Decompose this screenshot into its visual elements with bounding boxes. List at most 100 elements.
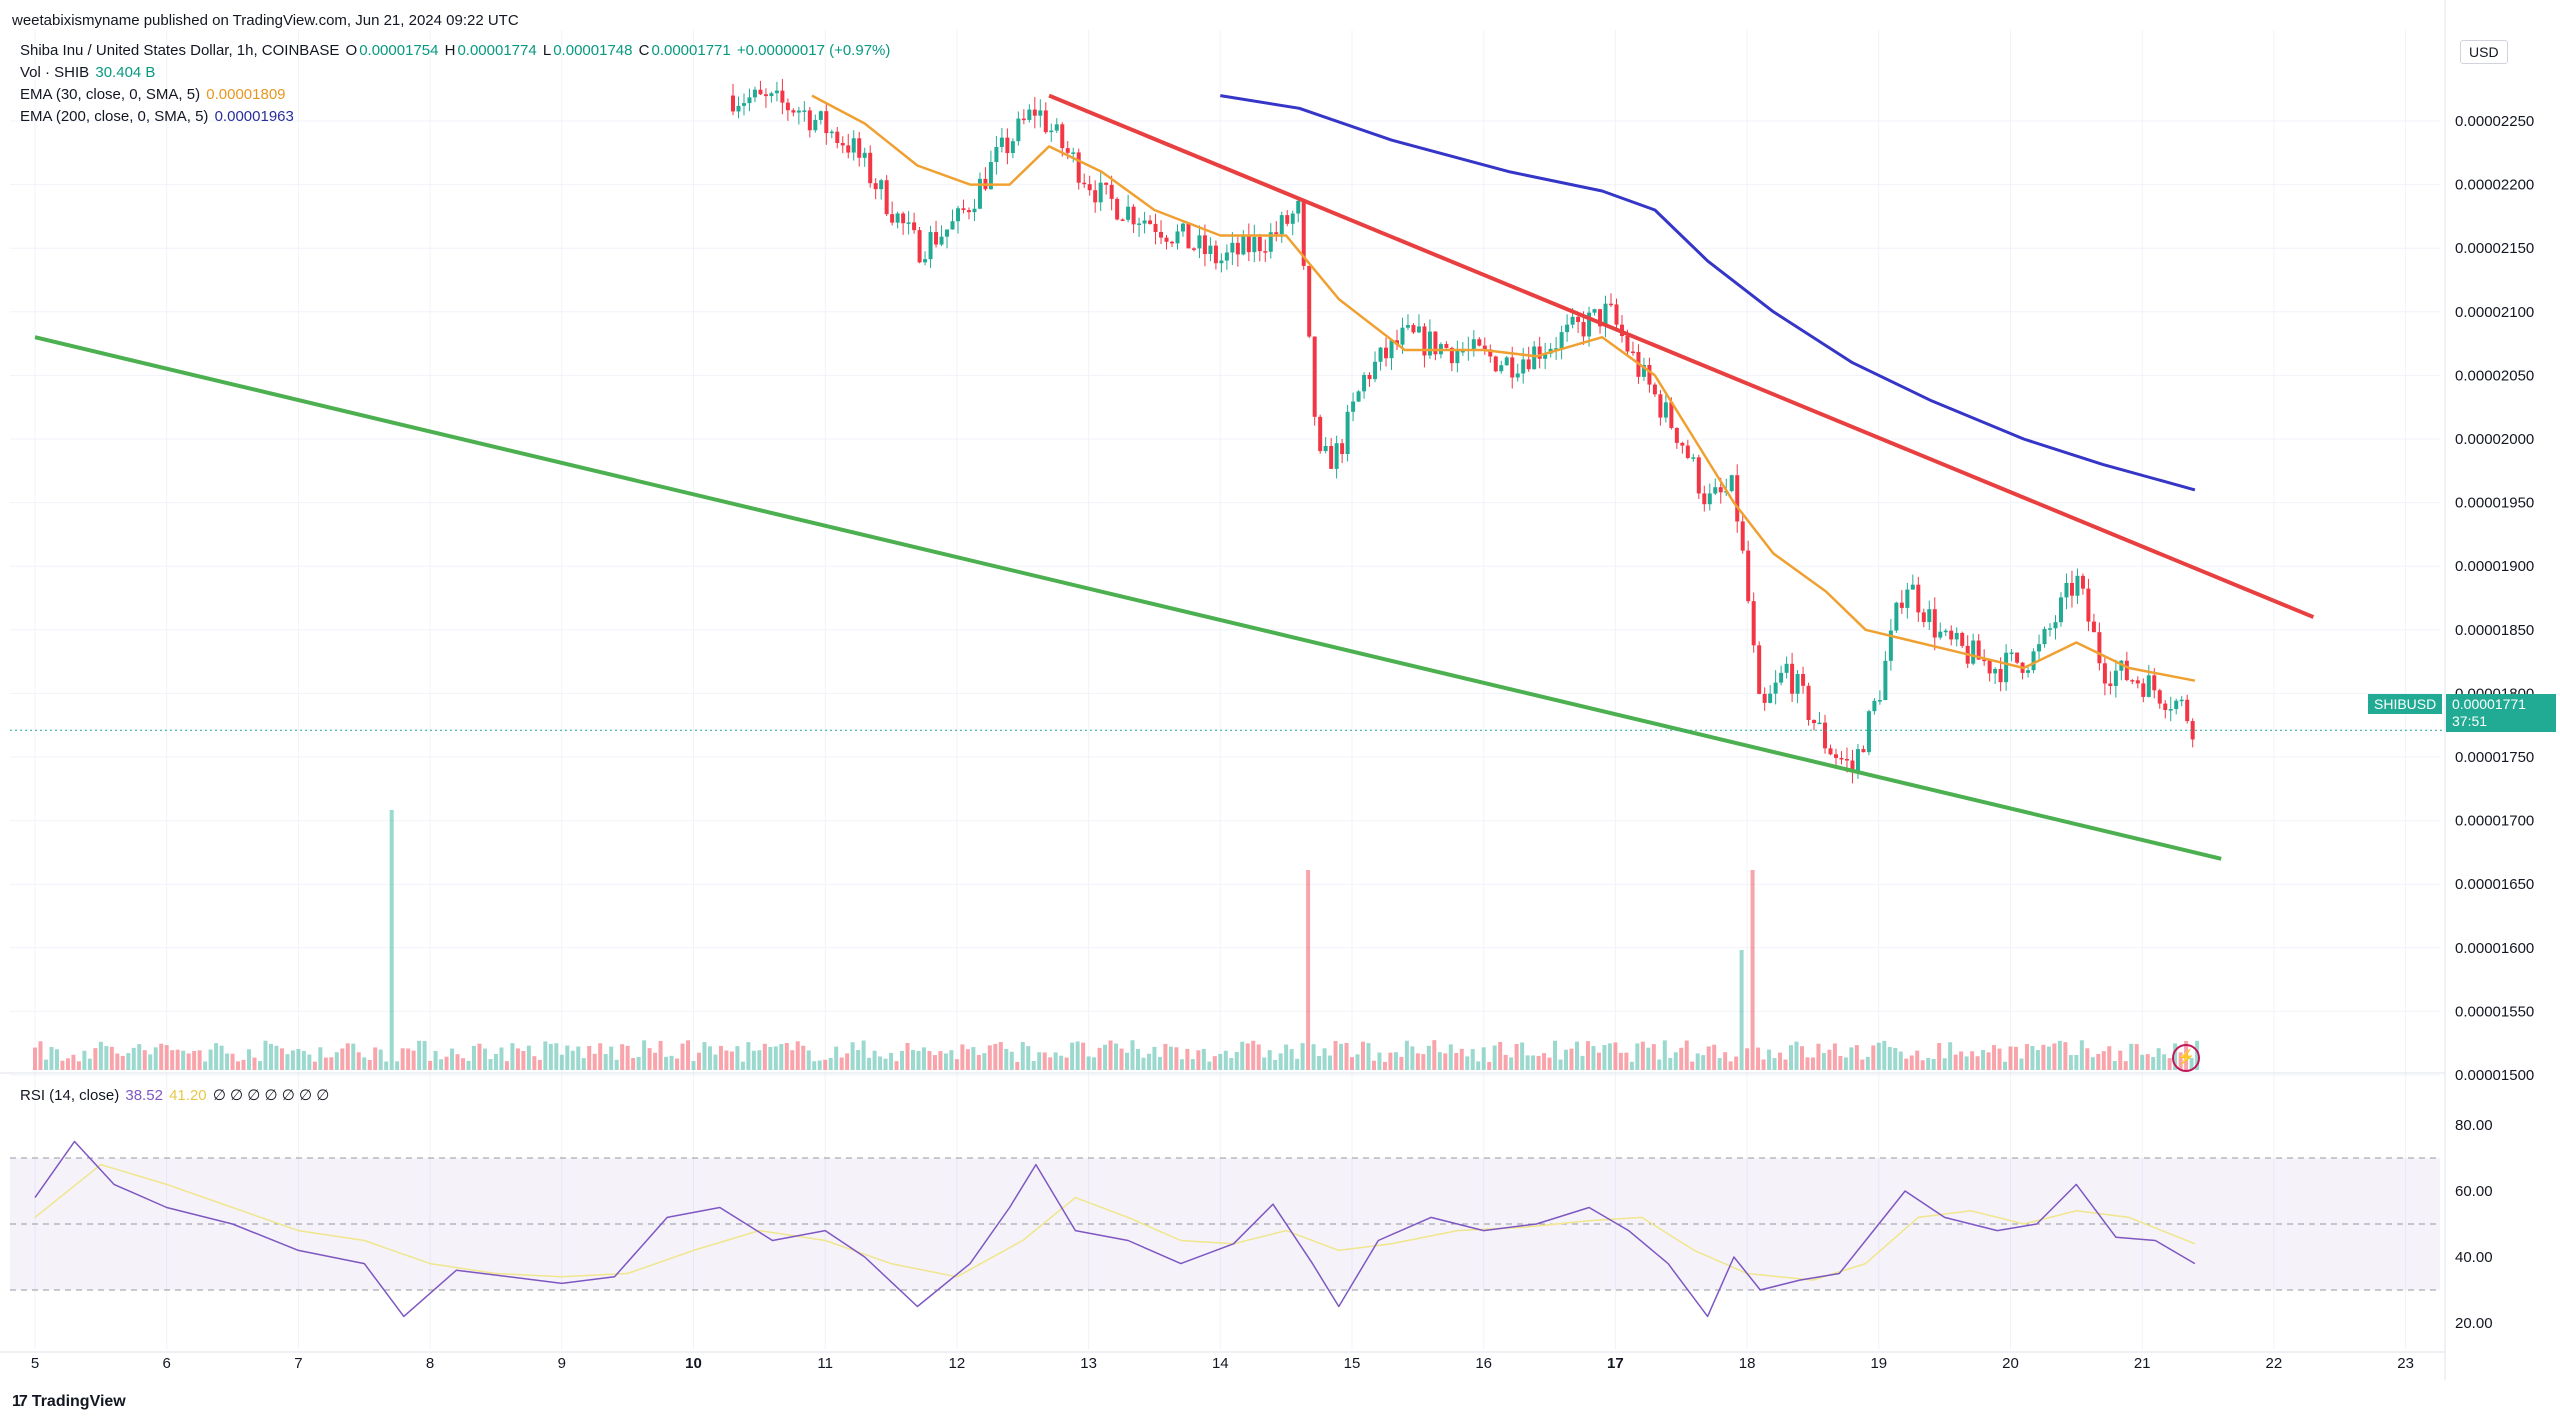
volume-bar xyxy=(581,1058,586,1070)
volume-bar xyxy=(400,1048,405,1070)
candle-body xyxy=(917,230,922,263)
candle-body xyxy=(945,229,950,237)
footer-brand[interactable]: 17 TradingView xyxy=(12,1393,126,1411)
candle-body xyxy=(2058,597,2063,623)
candle-body xyxy=(2124,660,2129,681)
ema200-line xyxy=(1220,94,2196,492)
volume-bar xyxy=(1882,1040,1887,1070)
volume-bar xyxy=(1443,1053,1448,1070)
indicator-lines xyxy=(10,93,2445,1318)
volume-bar xyxy=(1306,870,1311,1070)
volume-bar xyxy=(1295,1058,1300,1070)
volume-bar xyxy=(1618,1052,1623,1070)
symbol-legend[interactable]: Shiba Inu / United States Dollar, 1h, CO… xyxy=(20,40,892,62)
candle-body xyxy=(1762,693,1767,703)
candle-body xyxy=(1076,152,1081,183)
candle-body xyxy=(1515,373,1520,378)
volume-bar xyxy=(1629,1061,1634,1070)
candle-body xyxy=(1482,345,1487,350)
volume-bar xyxy=(1640,1041,1645,1070)
price-tick-label: 0.00001600 xyxy=(2455,940,2534,957)
volume-bar xyxy=(1756,1047,1761,1070)
candle-body xyxy=(1998,668,2003,683)
candle-body xyxy=(1153,223,1158,232)
volume-bar xyxy=(1125,1052,1130,1070)
candle-body xyxy=(1844,758,1849,761)
candle-body xyxy=(961,208,966,211)
rsi-legend[interactable]: RSI (14, close) 38.52 41.20 ∅ ∅ ∅ ∅ ∅ ∅ … xyxy=(20,1085,331,1107)
volume-bar xyxy=(1679,1047,1684,1070)
volume-bar xyxy=(894,1061,899,1070)
high-value: 0.00001774 xyxy=(457,42,537,59)
candle-body xyxy=(2102,663,2107,684)
volume-bar xyxy=(636,1057,641,1070)
candle-body xyxy=(1532,346,1537,370)
candle-body xyxy=(1312,336,1317,417)
volume-bar xyxy=(526,1045,531,1070)
candle-body xyxy=(1416,326,1421,333)
candle-body xyxy=(1477,339,1482,346)
candle-body xyxy=(1021,118,1026,121)
candle-body xyxy=(1208,245,1213,255)
brand-name: TradingView xyxy=(31,1393,126,1410)
volume-bar xyxy=(1092,1057,1097,1070)
volume-bar xyxy=(900,1050,905,1070)
volume-bar xyxy=(1547,1057,1552,1070)
candle-body xyxy=(1828,748,1833,755)
volume-bar xyxy=(1339,1043,1344,1070)
candle-body xyxy=(2130,680,2135,682)
volume-bar xyxy=(878,1056,883,1070)
candle-body xyxy=(1060,124,1065,149)
candle-body xyxy=(1213,245,1218,264)
volume-bar xyxy=(263,1040,268,1070)
candle-body xyxy=(851,138,856,153)
volume-bar xyxy=(1196,1050,1201,1070)
candle-body xyxy=(1855,749,1860,771)
volume-bar xyxy=(614,1059,619,1070)
ema200-legend[interactable]: EMA (200, close, 0, SMA, 5) 0.00001963 xyxy=(20,106,296,128)
ema200-label: EMA (200, close, 0, SMA, 5) xyxy=(20,108,209,125)
candle-body xyxy=(1400,327,1405,345)
volume-legend[interactable]: Vol · SHIB 30.404 B xyxy=(20,62,157,84)
candle-body xyxy=(1389,340,1394,359)
candle-body xyxy=(1257,236,1262,252)
candle-body xyxy=(1098,182,1103,203)
volume-bar xyxy=(1251,1040,1256,1070)
candle-body xyxy=(2179,699,2184,702)
candle-body xyxy=(1779,672,1784,683)
candle-body xyxy=(1120,219,1125,221)
volume-bar xyxy=(104,1046,109,1070)
x-tick-label: 5 xyxy=(31,1355,39,1372)
volume-bar xyxy=(1026,1046,1031,1070)
volume-bar xyxy=(1734,1056,1739,1070)
candle-body xyxy=(1444,344,1449,348)
volume-bar xyxy=(1778,1052,1783,1070)
volume-bar xyxy=(2162,1054,2167,1070)
ema30-legend[interactable]: EMA (30, close, 0, SMA, 5) 0.00001809 xyxy=(20,84,288,106)
volume-bar xyxy=(477,1043,482,1070)
candlesticks[interactable] xyxy=(731,78,2195,784)
volume-bar xyxy=(916,1051,921,1070)
candle-body xyxy=(802,110,807,112)
price-tick-label: 0.00001900 xyxy=(2455,558,2534,575)
volume-bar xyxy=(707,1046,712,1070)
volume-bar xyxy=(1805,1057,1810,1070)
candle-body xyxy=(895,213,900,223)
candle-body xyxy=(2097,632,2102,664)
volume-bar xyxy=(142,1050,147,1070)
volume-bar xyxy=(1262,1057,1267,1070)
volume-bar xyxy=(2145,1054,2150,1070)
lightning-icon[interactable]: ⚡ xyxy=(2172,1044,2200,1072)
candle-body xyxy=(1949,630,1954,640)
volume-bar xyxy=(757,1050,762,1070)
volume-bar xyxy=(1388,1052,1393,1070)
volume-bar xyxy=(493,1054,498,1070)
candle-body xyxy=(1142,220,1147,224)
currency-button[interactable]: USD xyxy=(2460,40,2508,64)
x-tick-label: 17 xyxy=(1607,1355,1624,1372)
volume-bar xyxy=(1267,1050,1272,1070)
volume-bar xyxy=(735,1046,740,1070)
volume-bar xyxy=(1273,1059,1278,1070)
volume-bar xyxy=(137,1044,142,1070)
